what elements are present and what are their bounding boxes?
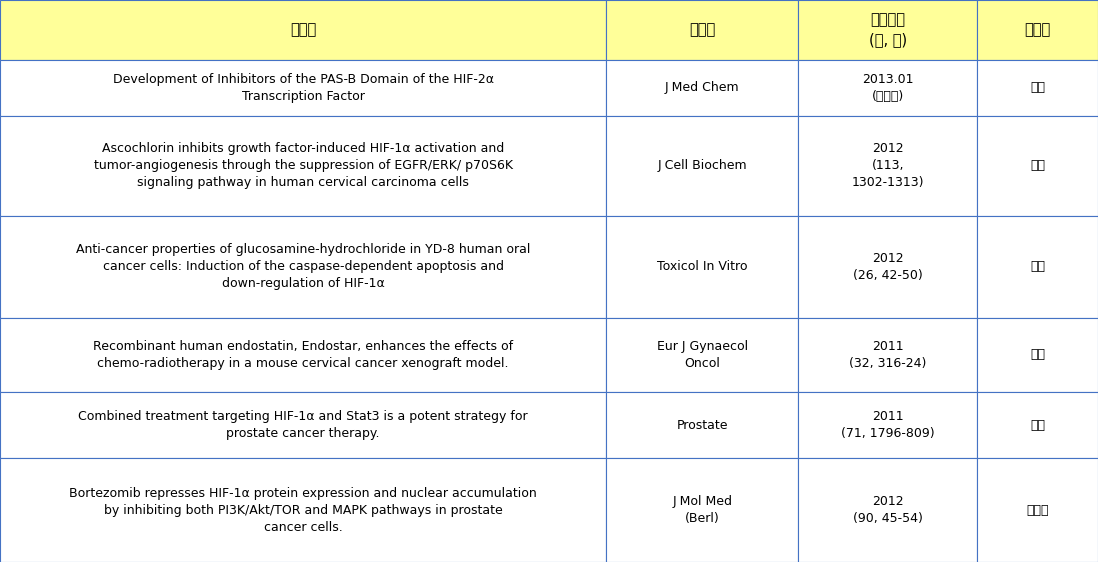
Bar [0,60,606,116]
Bar [798,392,977,459]
Bar [798,60,977,116]
Bar [606,318,798,392]
Text: J Med Chem: J Med Chem [665,81,739,94]
Text: 논문명: 논문명 [290,22,316,37]
Text: 2012
(90, 45-54): 2012 (90, 45-54) [853,495,922,525]
Bar [606,60,798,116]
Text: 2012
(26, 42-50): 2012 (26, 42-50) [853,252,922,282]
Bar [977,0,1098,60]
Text: 미국: 미국 [1030,419,1045,432]
Bar [977,116,1098,216]
Bar [977,318,1098,392]
Bar [798,0,977,60]
Bar [606,116,798,216]
Text: Combined treatment targeting HIF-1α and Stat3 is a potent strategy for
prostate : Combined treatment targeting HIF-1α and … [78,410,528,440]
Text: J Mol Med
(Berl): J Mol Med (Berl) [672,495,732,525]
Bar [977,392,1098,459]
Bar [798,459,977,562]
Text: Anti-cancer properties of glucosamine-hydrochloride in YD-8 human oral
cancer ce: Anti-cancer properties of glucosamine-hy… [76,243,530,291]
Text: 그리스: 그리스 [1027,504,1049,516]
Text: Eur J Gynaecol
Oncol: Eur J Gynaecol Oncol [657,340,748,370]
Text: Bortezomib represses HIF-1α protein expression and nuclear accumulation
by inhib: Bortezomib represses HIF-1α protein expr… [69,487,537,534]
Bar [606,459,798,562]
Bar [798,318,977,392]
Bar [0,0,606,60]
Bar [798,116,977,216]
Text: 2011
(71, 1796-809): 2011 (71, 1796-809) [841,410,934,440]
Bar [977,60,1098,116]
Bar [606,216,798,318]
Text: 한국: 한국 [1030,160,1045,173]
Bar [798,216,977,318]
Bar [977,216,1098,318]
Bar [606,0,798,60]
Text: 2013.01
(출판중): 2013.01 (출판중) [862,72,914,103]
Bar [977,459,1098,562]
Text: Development of Inhibitors of the PAS-B Domain of the HIF-2α
Transcription Factor: Development of Inhibitors of the PAS-B D… [113,72,493,103]
Text: 2012
(113,
1302-1313): 2012 (113, 1302-1313) [851,142,925,189]
Bar [0,459,606,562]
Text: J Cell Biochem: J Cell Biochem [658,160,747,173]
Text: 2011
(32, 316-24): 2011 (32, 316-24) [849,340,927,370]
Text: 중국: 중국 [1030,348,1045,361]
Bar [606,392,798,459]
Text: 한국: 한국 [1030,260,1045,273]
Text: Toxicol In Vitro: Toxicol In Vitro [657,260,748,273]
Bar [0,392,606,459]
Text: 게재지: 게재지 [690,22,715,37]
Text: Prostate: Prostate [676,419,728,432]
Text: Ascochlorin inhibits growth factor-induced HIF-1α activation and
tumor-angiogene: Ascochlorin inhibits growth factor-induc… [93,142,513,189]
Text: Recombinant human endostatin, Endostar, enhances the effects of
chemo-radiothera: Recombinant human endostatin, Endostar, … [93,340,513,370]
Bar [0,318,606,392]
Bar [0,116,606,216]
Bar [0,216,606,318]
Text: 미국: 미국 [1030,81,1045,94]
Text: 연구팀: 연구팀 [1024,22,1051,37]
Text: 게재연도
(권, 쪽): 게재연도 (권, 쪽) [869,12,907,47]
